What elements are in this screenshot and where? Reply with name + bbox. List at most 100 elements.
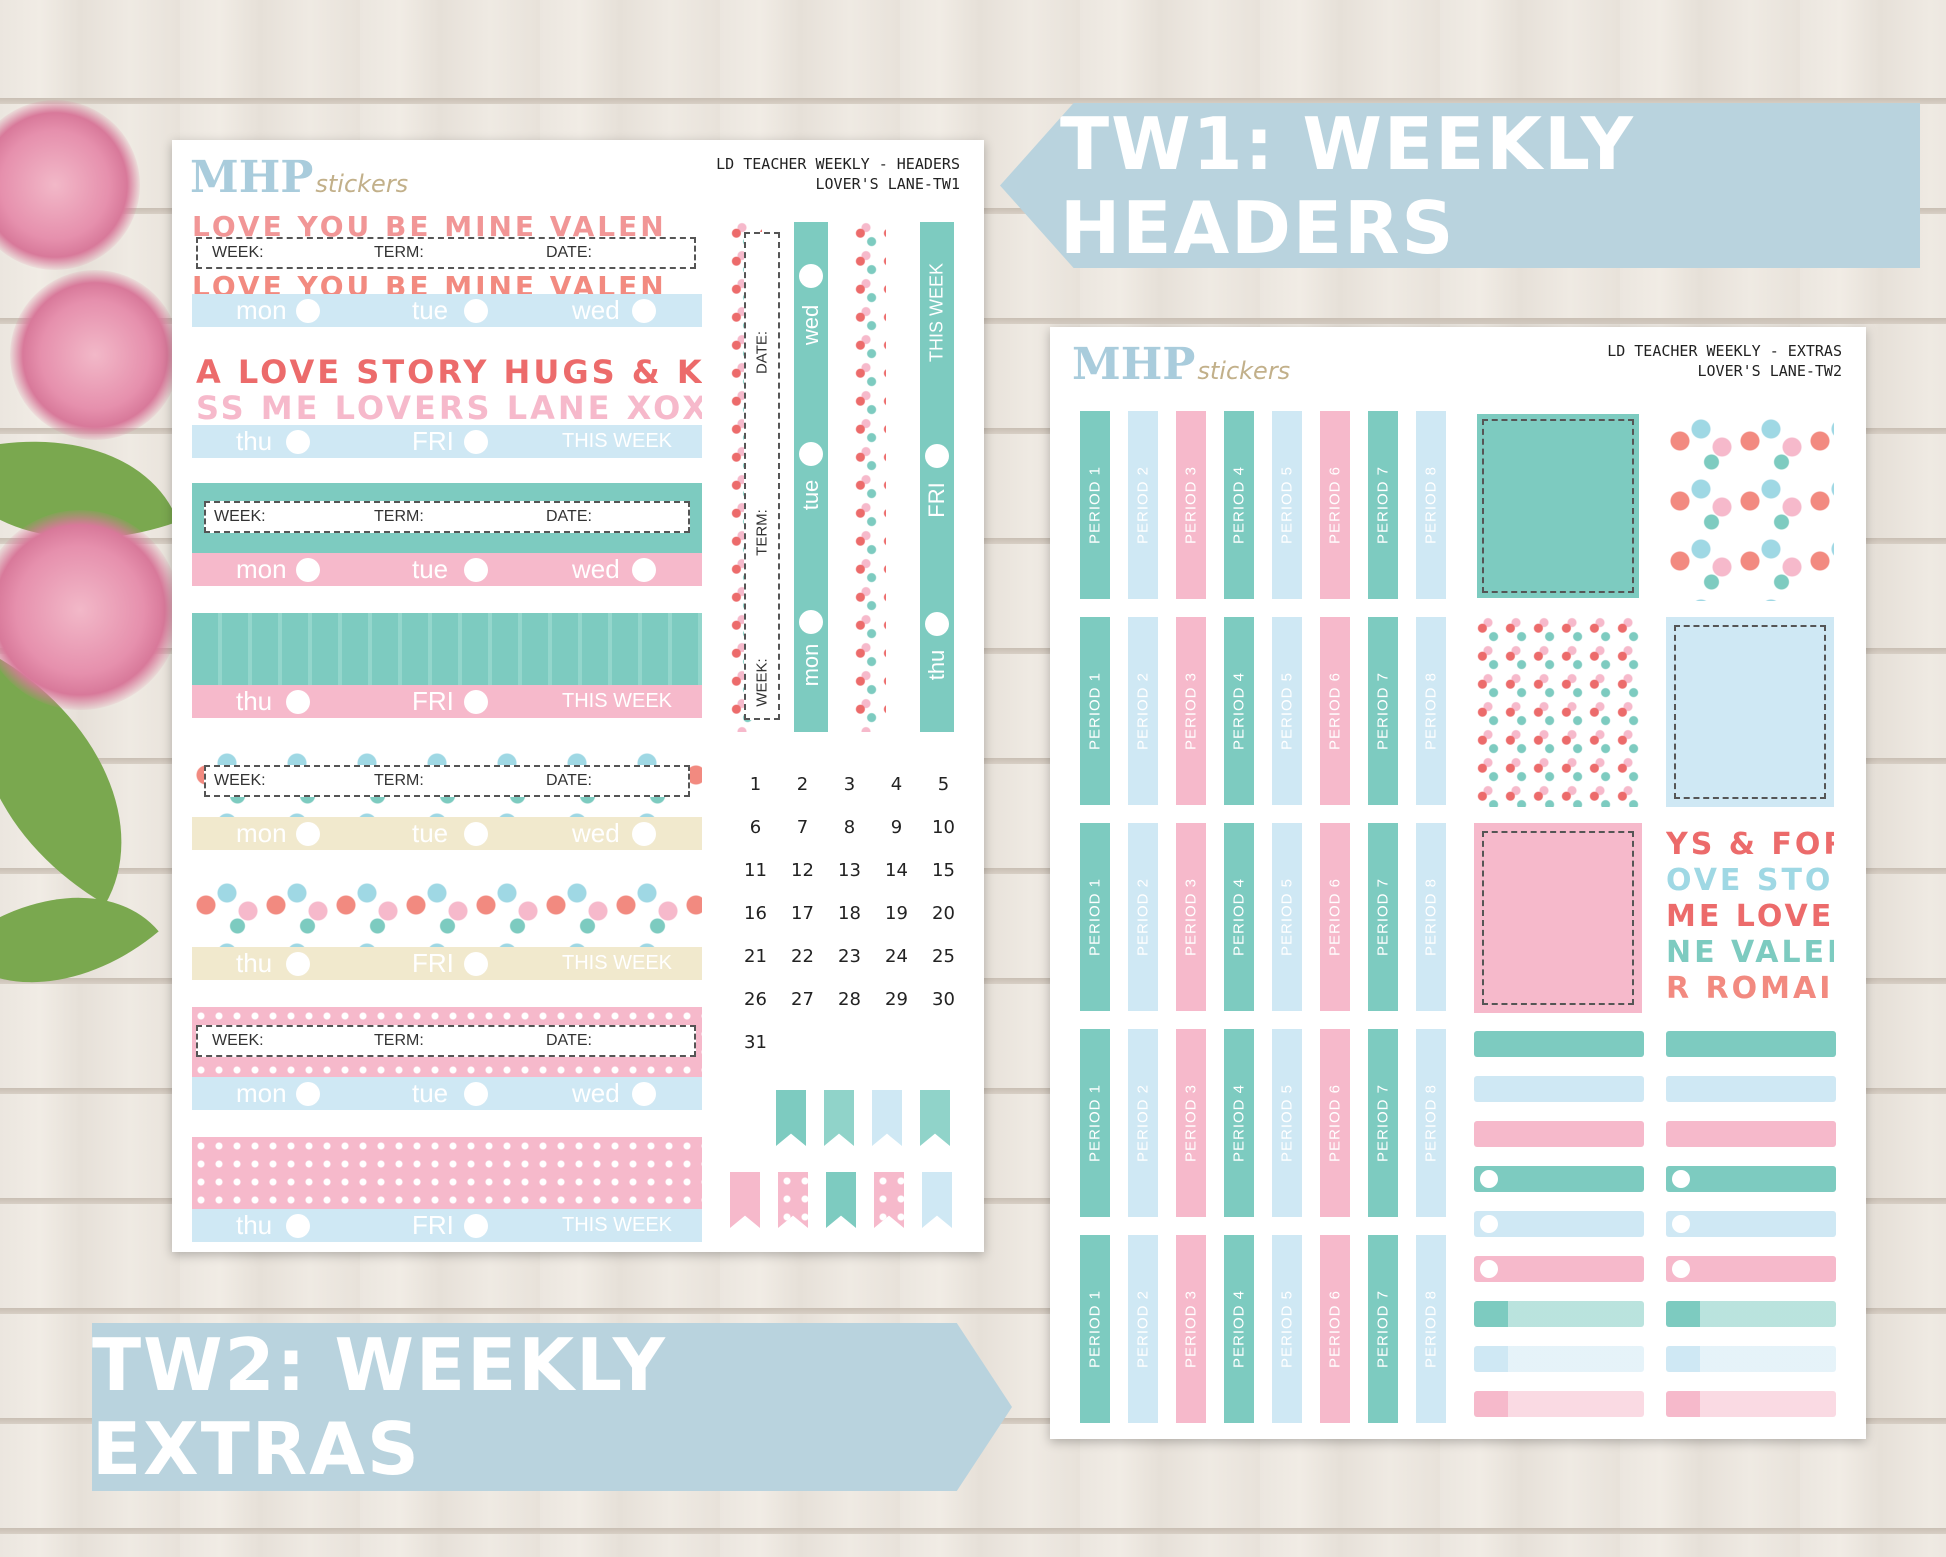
date-number: 15 <box>932 860 955 881</box>
period-strip: PERIOD 3 <box>1176 823 1206 1011</box>
date-number: 30 <box>932 989 955 1010</box>
week-label: WEEK: <box>214 508 266 525</box>
period-strip: PERIOD 2 <box>1128 1235 1158 1423</box>
bar-sticker <box>1666 1211 1836 1237</box>
circle-dot <box>1672 1170 1690 1188</box>
floral-pattern <box>192 875 702 947</box>
period-label: PERIOD 2 <box>1134 1083 1152 1163</box>
period-label: PERIOD 1 <box>1086 877 1104 957</box>
period-strip: PERIOD 4 <box>1224 1029 1254 1217</box>
period-strip: PERIOD 8 <box>1416 1029 1446 1217</box>
circle-dot <box>464 689 488 714</box>
flag-sticker <box>826 1172 856 1228</box>
day-tue: tue <box>798 479 823 511</box>
period-label: PERIOD 3 <box>1182 465 1200 545</box>
period-label: PERIOD 7 <box>1374 671 1392 751</box>
date-number: 21 <box>744 946 767 967</box>
word-line: ME LOVEI <box>1666 899 1834 934</box>
flag-sticker <box>778 1172 808 1228</box>
period-label: PERIOD 3 <box>1182 1289 1200 1369</box>
day-thu: thu <box>236 426 273 456</box>
period-label: PERIOD 6 <box>1326 877 1344 957</box>
header-sticker-7: WEEK: TERM: DATE: mon tue wed <box>192 1007 702 1112</box>
bar-sticker <box>1474 1301 1644 1327</box>
day-fri: FRI <box>412 948 454 978</box>
date-number: 23 <box>838 946 861 967</box>
flag-sticker <box>922 1172 952 1228</box>
period-strip: PERIOD 2 <box>1128 411 1158 599</box>
period-strip: PERIOD 1 <box>1080 411 1110 599</box>
period-strip: PERIOD 3 <box>1176 411 1206 599</box>
period-label: PERIOD 7 <box>1374 1289 1392 1369</box>
period-strip: PERIOD 7 <box>1368 1235 1398 1423</box>
date-number: 1 <box>749 774 762 795</box>
this-week: THIS WEEK <box>562 430 673 452</box>
period-strip: PERIOD 5 <box>1272 411 1302 599</box>
period-label: PERIOD 5 <box>1278 465 1296 545</box>
flower-decoration <box>0 100 140 270</box>
period-label: PERIOD 1 <box>1086 465 1104 545</box>
week-label: WEEK: <box>214 772 266 789</box>
bar-sticker <box>1474 1391 1644 1417</box>
period-strip: PERIOD 8 <box>1416 823 1446 1011</box>
flag-sticker <box>874 1172 904 1228</box>
date-number: 28 <box>838 989 861 1010</box>
hearts-box-sticker <box>1474 617 1642 807</box>
date-number: 4 <box>890 774 903 795</box>
period-strip: PERIOD 5 <box>1272 823 1302 1011</box>
date-number: 7 <box>796 817 809 838</box>
day-mon: mon <box>236 554 287 584</box>
logo-sub: stickers <box>315 170 409 198</box>
date-number: 16 <box>744 903 767 924</box>
period-label: PERIOD 5 <box>1278 877 1296 957</box>
date-number: 19 <box>885 903 908 924</box>
period-strip: PERIOD 8 <box>1416 411 1446 599</box>
circle-dot <box>296 821 320 846</box>
week-label: WEEK: <box>753 658 771 707</box>
circle-dot <box>464 557 488 582</box>
period-strip: PERIOD 7 <box>1368 411 1398 599</box>
day-fri: FRI <box>924 482 949 518</box>
period-label: PERIOD 4 <box>1230 1083 1248 1163</box>
date-number: 29 <box>885 989 908 1010</box>
circle-dot <box>632 1081 656 1106</box>
date-number: 18 <box>838 903 861 924</box>
date-label: DATE: <box>546 1032 592 1049</box>
day-tue: tue <box>412 1078 449 1108</box>
banner-tw2-text: TW2: WEEKLY EXTRAS <box>92 1323 667 1491</box>
pink-pattern <box>192 1137 702 1209</box>
bar-sticker <box>1474 1031 1644 1057</box>
week-label: WEEK: <box>212 1032 264 1049</box>
week-term-date-field: WEEK: TERM: DATE: <box>196 1025 696 1057</box>
date-number: 12 <box>791 860 814 881</box>
this-week: THIS WEEK <box>926 262 947 363</box>
day-tue: tue <box>412 818 449 848</box>
period-label: PERIOD 2 <box>1134 671 1152 751</box>
day-wed: wed <box>572 554 620 584</box>
period-strip: PERIOD 6 <box>1320 1029 1350 1217</box>
period-label: PERIOD 7 <box>1374 1083 1392 1163</box>
circle-dot <box>1480 1215 1498 1233</box>
sheet-title: LD TEACHER WEEKLY - HEADERS LOVER'S LANE… <box>716 154 960 195</box>
period-strip: PERIOD 4 <box>1224 823 1254 1011</box>
bar-sticker <box>1666 1346 1836 1372</box>
bar-sticker <box>1666 1031 1836 1057</box>
date-number: 3 <box>843 774 856 795</box>
circle-dot <box>1672 1260 1690 1278</box>
period-label: PERIOD 5 <box>1278 671 1296 751</box>
logo-main: MHP <box>190 152 314 203</box>
term-label: TERM: <box>753 509 771 556</box>
flag-sticker <box>776 1090 806 1146</box>
circle-dot <box>799 264 823 288</box>
period-label: PERIOD 3 <box>1182 877 1200 957</box>
circle-dot <box>464 429 488 454</box>
period-label: PERIOD 6 <box>1326 1083 1344 1163</box>
circle-dot <box>296 1081 320 1106</box>
hearts-strip <box>852 222 886 732</box>
period-strip: PERIOD 1 <box>1080 617 1110 805</box>
bar-sticker <box>1474 1121 1644 1147</box>
date-number: 11 <box>744 860 767 881</box>
circle-dot <box>296 298 320 323</box>
day-strip: thu FRI THIS WEEK <box>192 947 702 980</box>
circle-dot <box>925 444 949 468</box>
